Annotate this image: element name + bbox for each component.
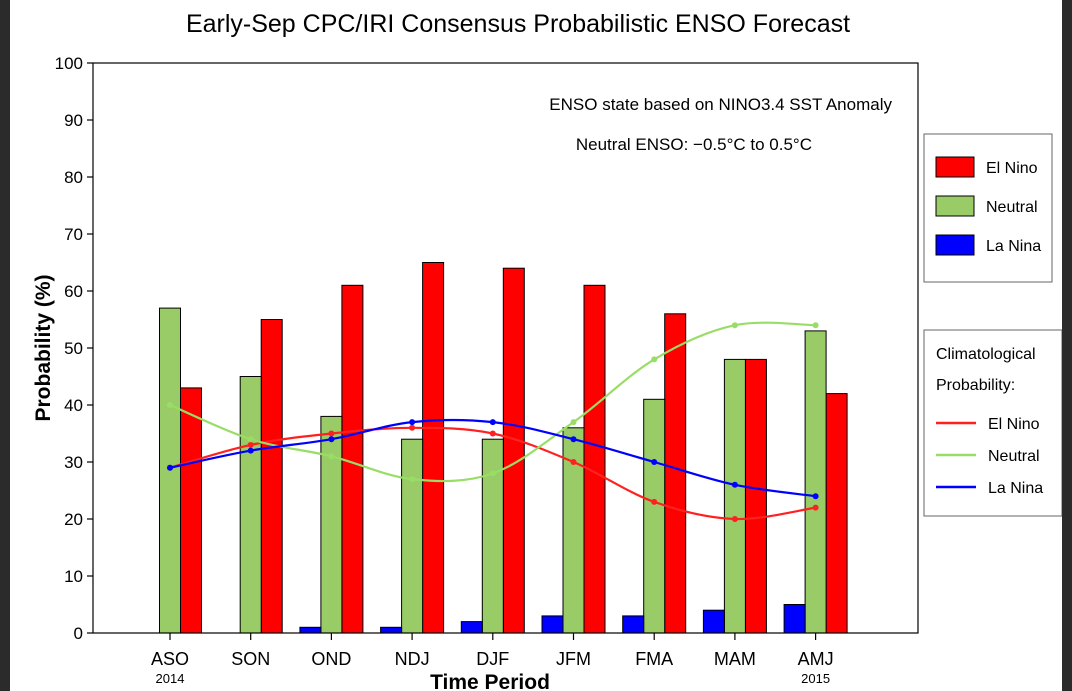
bar-neutral-amj (804, 330, 827, 634)
climatology-point-neutral-son (247, 436, 254, 443)
climatology-point-la-nina-ndj (409, 419, 416, 426)
legend-climatology-label-neutral: Neutral (988, 448, 1040, 465)
legend-climatology: Climatological Probability: El Nino Neutr… (923, 329, 1062, 517)
y-tick-label-80: 80 (64, 168, 83, 187)
climatology-point-la-nina-son (247, 447, 254, 454)
bar-la-nina-jfm (541, 615, 564, 634)
x-tick-label-fma: FMA (635, 649, 673, 669)
y-tick-label-90: 90 (64, 111, 83, 130)
bar-el-nino-ndj (422, 262, 445, 634)
annotation-neutral-range: Neutral ENSO: −0.5°C to 0.5°C (576, 135, 812, 154)
bar-la-nina-fma (622, 615, 645, 634)
climatology-point-el-nino-mam (731, 516, 738, 522)
legend-climatology-label-el-nino: El Nino (988, 416, 1040, 433)
x-tick-label-jfm: JFM (556, 649, 591, 669)
x-tick-sublabel-aso: 2014 (156, 671, 185, 686)
climatology-point-el-nino-ndj (409, 424, 416, 431)
climatology-point-la-nina-mam (731, 481, 738, 488)
legend-swatch-el-nino (935, 156, 975, 178)
x-tick-label-son: SON (231, 649, 270, 669)
bar-neutral-mam (723, 358, 746, 634)
x-tick-label-amj: AMJ (798, 649, 834, 669)
climatology-point-el-nino-fma (651, 498, 658, 505)
climatology-point-neutral-ndj (409, 476, 416, 483)
climatology-point-el-nino-jfm (570, 459, 577, 465)
bar-neutral-ndj (401, 438, 424, 634)
bar-el-nino-djf (502, 267, 525, 634)
bar-el-nino-aso (180, 387, 202, 634)
climatology-point-neutral-amj (812, 322, 819, 329)
bar-el-nino-amj (825, 393, 848, 634)
y-tick-label-50: 50 (64, 339, 83, 358)
climatology-point-la-nina-jfm (570, 436, 577, 443)
bar-neutral-fma (643, 398, 666, 634)
bar-neutral-djf (481, 438, 504, 634)
bar-neutral-ond (320, 415, 343, 634)
y-tick-label-70: 70 (64, 225, 83, 244)
x-tick-label-ndj: NDJ (395, 649, 430, 669)
climatology-point-neutral-jfm (570, 419, 577, 426)
y-tick-label-0: 0 (74, 624, 83, 643)
y-tick-label-30: 30 (64, 453, 83, 472)
legend-swatch-neutral (935, 195, 975, 217)
legend-label-la-nina: La Nina (986, 238, 1041, 255)
legend-swatch-la-nina (935, 234, 975, 256)
climatology-point-el-nino-son (247, 441, 254, 448)
climatology-point-el-nino-djf (489, 430, 496, 437)
bar-el-nino-jfm (583, 284, 606, 634)
legend-climatology-title-line1: Climatological (936, 346, 1036, 363)
x-tick-label-aso: ASO (151, 649, 189, 669)
climatology-point-el-nino-ond (328, 430, 335, 437)
climatology-point-neutral-aso (167, 402, 173, 408)
y-tick-label-40: 40 (64, 396, 83, 415)
chart-frame: 0 10 20 30 40 50 60 70 80 90 100 ASO 2014 SON OND NDJ D… (10, 0, 1062, 691)
x-tick-label-djf: DJF (476, 649, 509, 669)
legend-label-neutral: Neutral (986, 199, 1038, 216)
bar-la-nina-amj (783, 604, 806, 634)
bar-la-nina-djf (460, 621, 483, 634)
legend-climatology-title-line2: Probability: (936, 377, 1015, 394)
legend-bars: El Nino Neutral La Nina (923, 133, 1053, 283)
x-tick-sublabel-amj: 2015 (801, 671, 830, 686)
climatology-point-neutral-fma (651, 356, 658, 363)
climatology-point-la-nina-amj (812, 493, 819, 500)
climatology-point-la-nina-fma (651, 459, 658, 465)
y-tick-label-100: 100 (55, 54, 83, 73)
climatology-point-la-nina-djf (489, 419, 496, 426)
enso-forecast-chart: 0 10 20 30 40 50 60 70 80 90 100 ASO 2014 SON OND NDJ D… (32, 10, 1062, 691)
bar-la-nina-mam (702, 609, 725, 634)
y-tick-label-10: 10 (64, 567, 83, 586)
y-axis-label: Probability (%) (32, 274, 55, 421)
climatology-point-el-nino-amj (812, 504, 819, 511)
chart-title: Early-Sep CPC/IRI Consensus Probabilisti… (186, 10, 850, 38)
climatology-point-neutral-ond (328, 453, 335, 460)
x-tick-label-ond: OND (311, 649, 351, 669)
bar-el-nino-fma (664, 313, 687, 634)
bar-el-nino-son (260, 319, 283, 634)
legend-label-el-nino: El Nino (986, 160, 1038, 177)
climatology-point-la-nina-ond (328, 436, 335, 443)
bar-la-nina-ond (299, 626, 322, 634)
legend-climatology-label-la-nina: La Nina (988, 480, 1043, 497)
climatology-point-neutral-mam (731, 322, 738, 329)
y-tick-label-60: 60 (64, 282, 83, 301)
x-axis-label: Time Period (430, 671, 550, 691)
bar-el-nino-mam (744, 358, 767, 634)
bar-la-nina-ndj (380, 626, 403, 634)
y-tick-label-20: 20 (64, 510, 83, 529)
climatology-point-la-nina-aso (167, 464, 173, 471)
annotation-enso-state: ENSO state based on NINO3.4 SST Anomaly (549, 95, 892, 114)
climatology-point-neutral-djf (489, 470, 496, 477)
bar-neutral-son (239, 376, 262, 634)
x-tick-label-mam: MAM (714, 649, 756, 669)
